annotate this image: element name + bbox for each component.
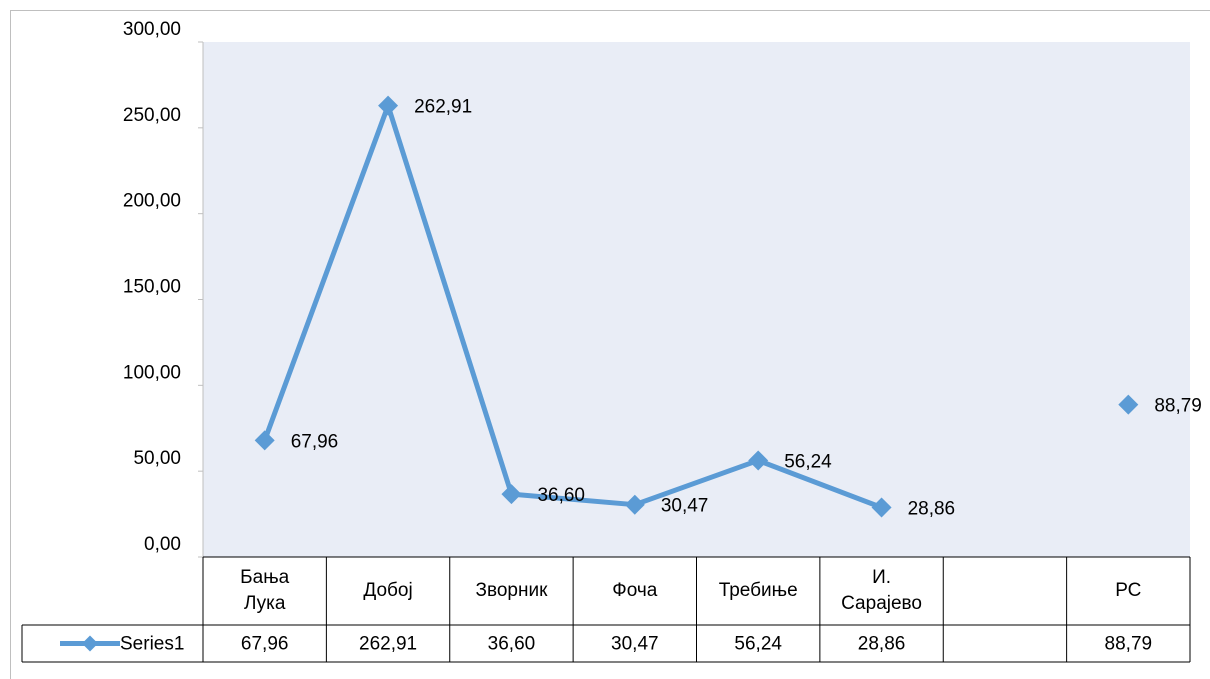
y-tick-label: 150,00	[123, 277, 181, 298]
data-label: 30,47	[661, 496, 709, 517]
x-tick-label: РС	[1115, 580, 1142, 602]
x-tick-label-box: Добој	[363, 580, 413, 602]
y-tick-label: 250,00	[123, 105, 181, 126]
x-tick-label: Зворник	[475, 580, 548, 602]
x-tick-label-box: И. Сарајево	[841, 567, 922, 614]
y-tick-label: 50,00	[133, 448, 181, 469]
x-tick-label: Фоча	[612, 580, 658, 602]
plot-area	[203, 42, 1190, 557]
y-tick-label: 100,00	[123, 362, 181, 383]
x-tick-label: Добој	[363, 580, 413, 602]
x-tick-label-box: Фоча	[612, 580, 658, 602]
x-tick-label-box: Зворник	[475, 580, 548, 602]
marker	[748, 450, 769, 471]
table-value: 56,24	[734, 634, 782, 655]
table-value: 67,96	[241, 634, 289, 655]
y-tick-label: 0,00	[144, 534, 181, 555]
legend-marker	[82, 635, 98, 652]
y-tick-label: 300,00	[123, 19, 181, 40]
marker	[501, 484, 522, 505]
table-value: 28,86	[858, 634, 906, 655]
data-label: 56,24	[784, 451, 832, 472]
marker	[871, 497, 892, 518]
data-label: 262,91	[414, 97, 472, 118]
x-tick-label: И. Сарајево	[841, 567, 922, 614]
x-tick-label-box: Бања Лука	[240, 567, 290, 614]
legend-label: Series1	[120, 634, 184, 655]
marker	[254, 430, 275, 451]
x-tick-label-box: Требиње	[718, 580, 798, 602]
x-tick-label-box: РС	[1115, 580, 1142, 602]
table-value: 88,79	[1105, 634, 1153, 655]
data-label: 67,96	[291, 431, 339, 452]
data-label: 28,86	[908, 498, 956, 519]
table-value: 262,91	[359, 634, 417, 655]
table-value: 30,47	[611, 634, 659, 655]
table-value: 36,60	[488, 634, 536, 655]
x-tick-label: Требиње	[718, 580, 798, 602]
chart-frame	[10, 10, 1210, 679]
y-tick-label: 200,00	[123, 191, 181, 212]
marker	[1118, 394, 1139, 415]
marker	[624, 494, 645, 515]
marker	[378, 95, 399, 116]
x-tick-label: Бања Лука	[240, 567, 290, 614]
data-label: 88,79	[1154, 396, 1202, 417]
data-label: 36,60	[537, 485, 585, 506]
